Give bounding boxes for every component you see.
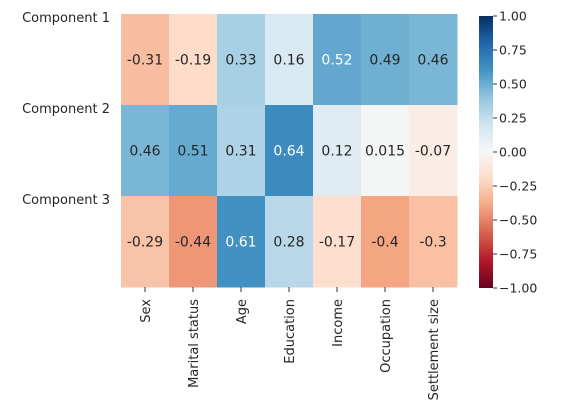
row-labels: Component 1 Component 2 Component 3: [22, 11, 110, 208]
heatmap-cell-r2-c2: [217, 196, 266, 288]
cell-value-label: -0.44: [175, 235, 211, 251]
colorbar-tick-label: 0.00: [499, 145, 527, 160]
cell-value-label: -0.17: [319, 235, 355, 251]
cell-value-label: 0.015: [365, 144, 405, 160]
cell-value-label: 0.46: [417, 53, 448, 69]
cell-value-label: 0.33: [225, 53, 256, 69]
colorbar-tick-label: 1.00: [499, 9, 527, 24]
column-label: Income: [331, 299, 346, 347]
column-label: Settlement size: [427, 299, 442, 400]
cell-value-label: -0.31: [127, 53, 163, 69]
cell-value-label: -0.4: [371, 235, 398, 251]
heatmap-cell-r1-c3: [265, 105, 314, 197]
cell-value-label: 0.51: [177, 144, 208, 160]
heatmap-cell-r0-c2: [217, 14, 266, 106]
colorbar-gradient: [479, 16, 493, 288]
cell-value-label: 0.31: [225, 144, 256, 160]
cell-value-label: -0.19: [175, 53, 211, 69]
heatmap-cell-r1-c4: [313, 105, 362, 197]
heatmap-cell-r2-c1: [169, 196, 218, 288]
heatmap-cell-r0-c4: [313, 14, 362, 106]
column-label: Occupation: [379, 299, 394, 373]
row-label: Component 1: [22, 11, 110, 26]
heatmap-cell-r1-c1: [169, 105, 218, 197]
cell-value-label: 0.49: [369, 53, 400, 69]
column-label: Marital status: [187, 299, 202, 388]
cell-value-label: -0.3: [419, 235, 446, 251]
cell-value-label: -0.07: [415, 144, 451, 160]
colorbar-tick-label: 0.50: [499, 77, 527, 92]
cell-value-label: 0.64: [273, 144, 304, 160]
heatmap-cell-r0-c0: [121, 14, 170, 106]
colorbar: 1.00 0.75 0.50 0.25 0.00 −0.25 −0.50 −0.75 −1.00: [479, 9, 537, 296]
cell-value-label: 0.16: [273, 53, 304, 69]
column-label: Education: [283, 299, 298, 364]
heatmap-cell-r2-c3: [265, 196, 314, 288]
heatmap-cell-r2-c5: [361, 196, 410, 288]
colorbar-tick-label: −0.75: [499, 247, 537, 262]
heatmap-cell-r2-c4: [313, 196, 362, 288]
cell-value-label: -0.29: [127, 235, 163, 251]
heatmap-cell-r1-c6: [409, 105, 458, 197]
heatmap-cell-r0-c1: [169, 14, 218, 106]
heatmap-cell-r1-c0: [121, 105, 170, 197]
column-labels: Sex Marital status Age Education Income Occup…: [139, 287, 442, 400]
row-label: Component 3: [22, 193, 110, 208]
colorbar-tick-label: −1.00: [499, 281, 537, 296]
cell-value-label: 0.28: [273, 235, 304, 251]
colorbar-tick-label: 0.25: [499, 111, 527, 126]
heatmap-cell-r1-c5: [361, 105, 410, 197]
heatmap-cells: -0.31 -0.19 0.33 0.16 0.52 0.49 0.46 0.46 0.51 0.…: [121, 14, 458, 288]
cell-value-label: 0.52: [321, 53, 352, 69]
heatmap-cell-r2-c6: [409, 196, 458, 288]
cell-value-label: 0.12: [321, 144, 352, 160]
row-label: Component 2: [22, 102, 110, 117]
colorbar-tick-label: −0.50: [499, 213, 537, 228]
heatmap-cell-r2-c0: [121, 196, 170, 288]
cell-value-label: 0.61: [225, 235, 256, 251]
colorbar-tick-label: 0.75: [499, 43, 527, 58]
heatmap-cell-r0-c6: [409, 14, 458, 106]
heatmap-cell-r0-c5: [361, 14, 410, 106]
column-label: Age: [235, 299, 250, 324]
heatmap-cell-r1-c2: [217, 105, 266, 197]
column-label: Sex: [139, 299, 154, 323]
heatmap-cell-r0-c3: [265, 14, 314, 106]
colorbar-tick-label: −0.25: [499, 179, 537, 194]
cell-value-label: 0.46: [129, 144, 160, 160]
